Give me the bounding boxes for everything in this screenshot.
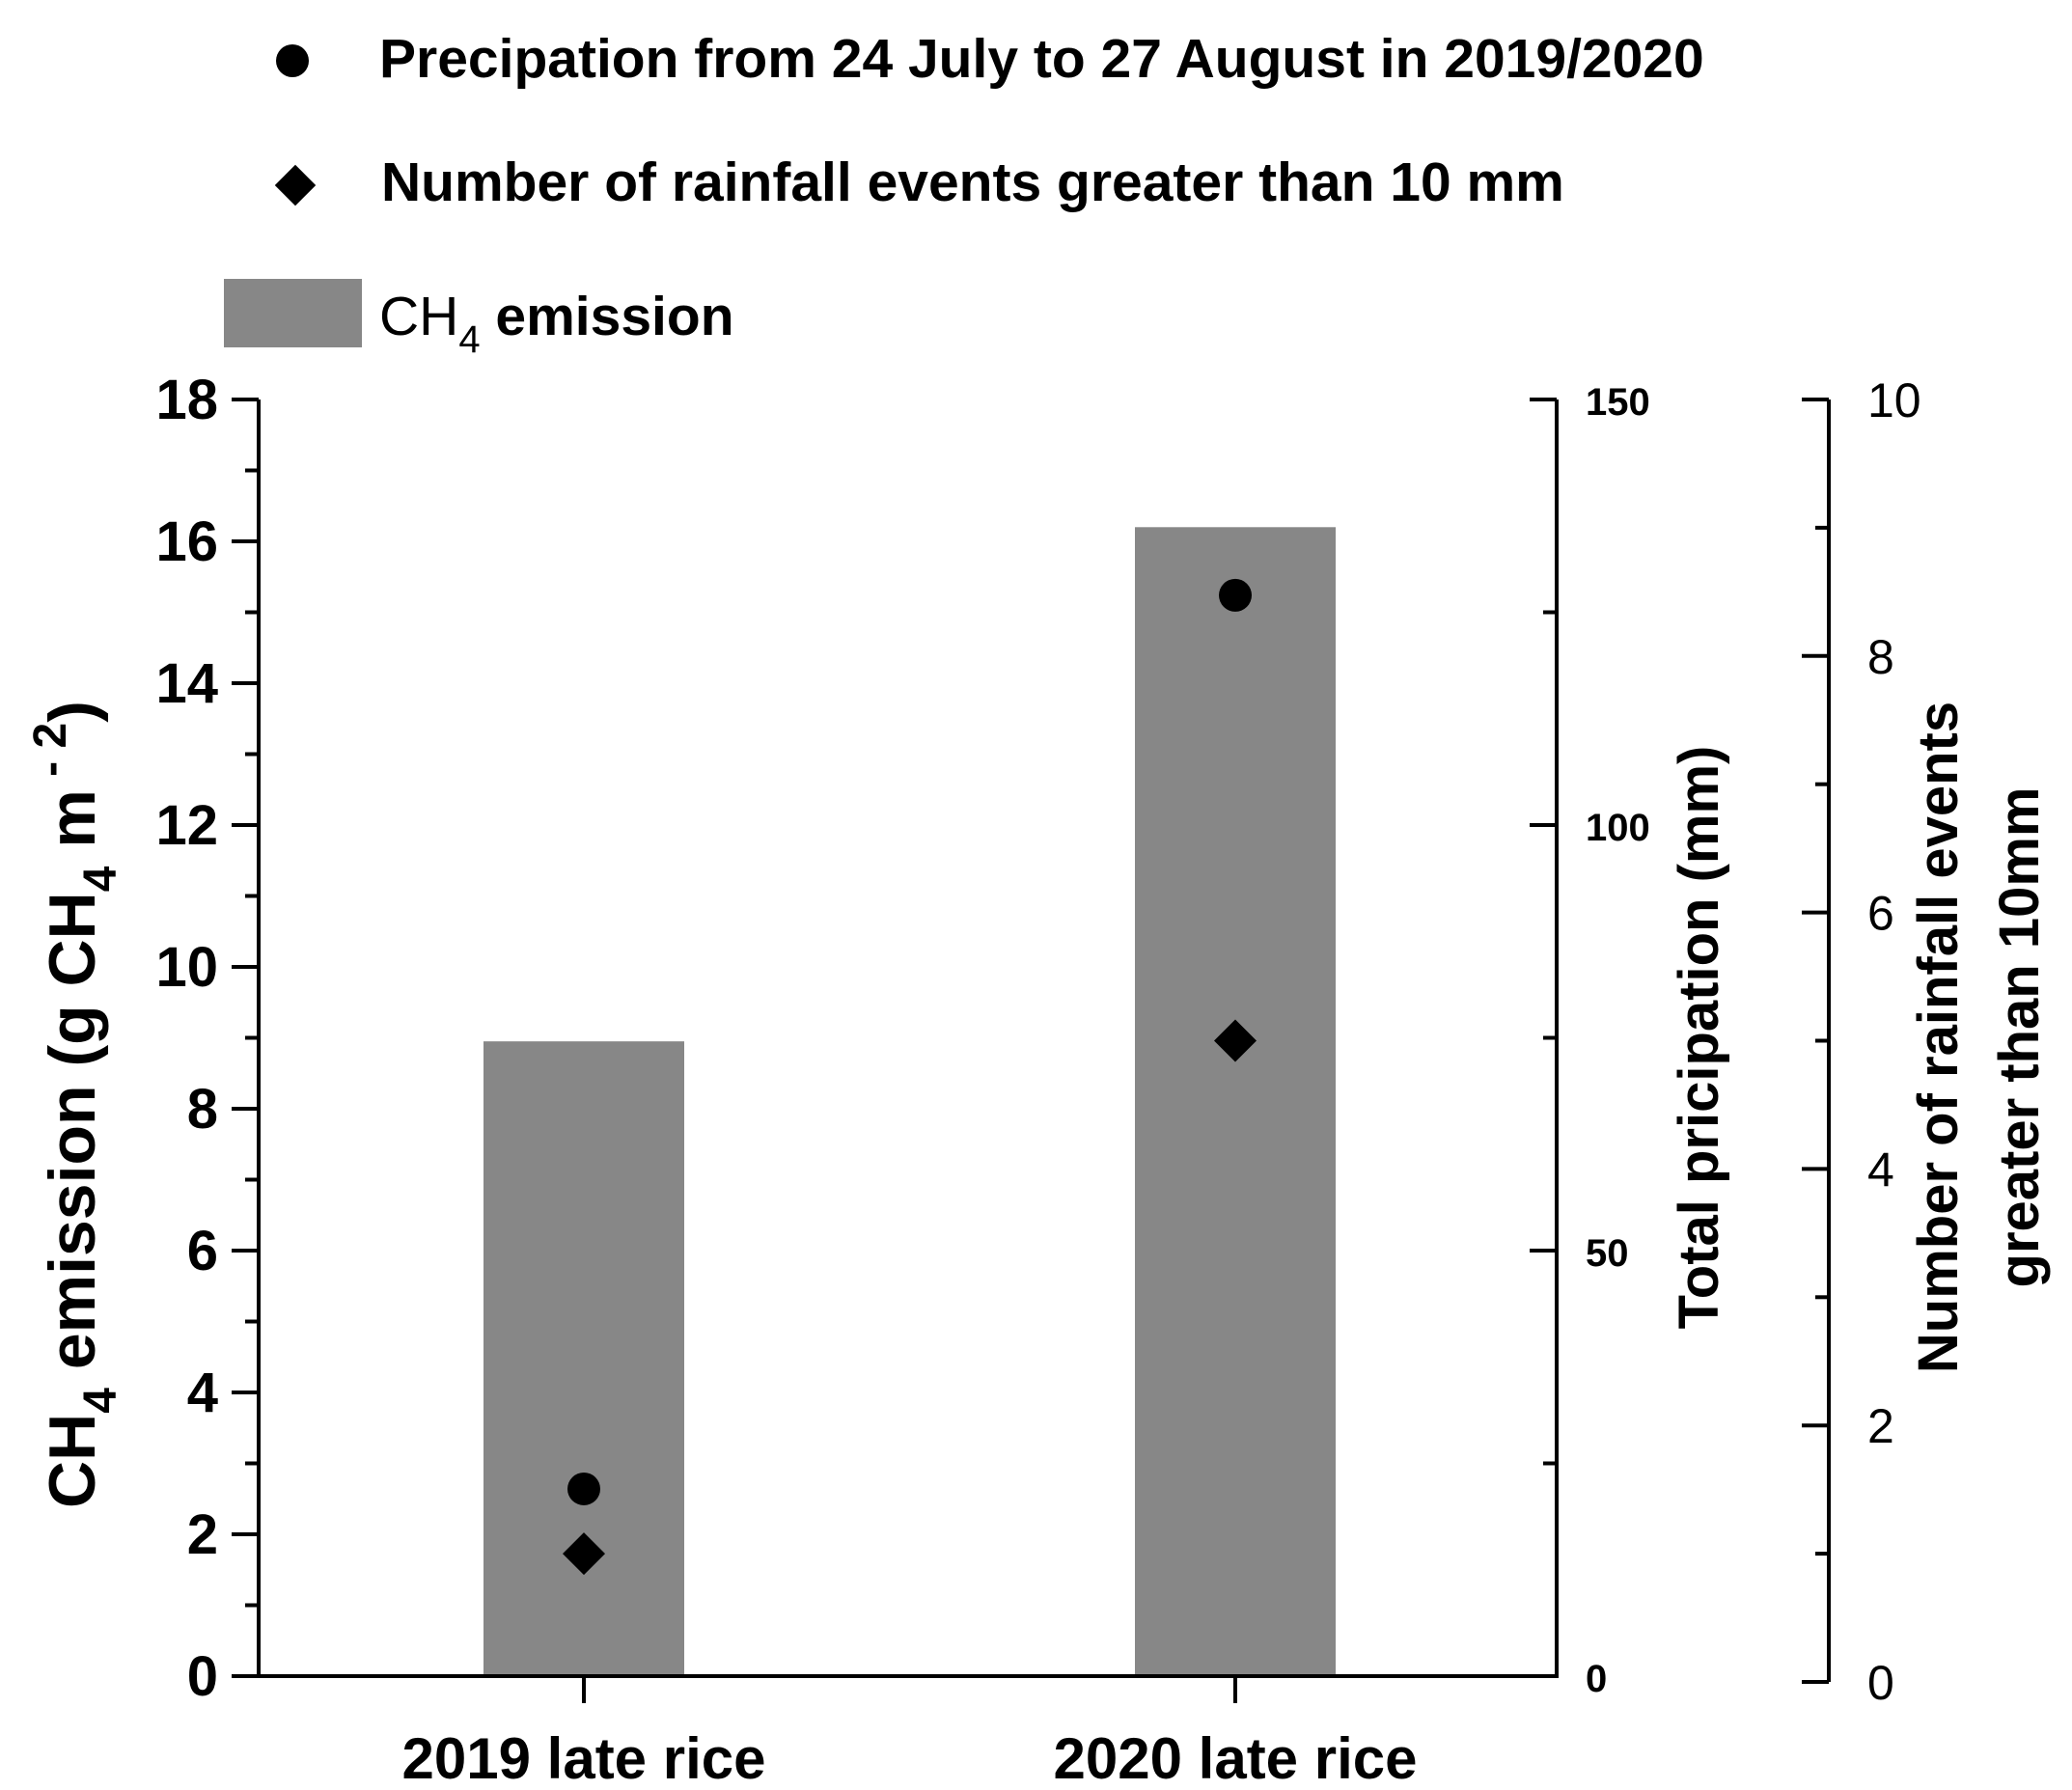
right1-tick-label: 100 [1586,807,1650,849]
legend-label-ch4: CH4 emission [379,286,734,361]
left-title-mid2: m [36,789,109,866]
left-tick-label: 6 [187,1220,218,1282]
bar-2 [1135,527,1336,1676]
left-tick-label: 14 [155,652,218,715]
legend-label-precipitation: Precipation from 24 July to 27 August in… [379,28,1704,90]
right2-tick-label: 0 [1867,1656,1894,1710]
right2-tick-label: 8 [1867,630,1894,684]
x-tick-label: 2019 late rice [402,1726,766,1790]
bars-group [483,527,1336,1676]
left-title-sup: - 2 [25,723,76,789]
points-group [563,578,1257,1576]
left-tick-label: 0 [187,1645,218,1708]
left-title-ch: CH [36,1414,109,1508]
precipitation-point-2 [1219,578,1252,612]
legend-label-rainfall-events: Number of rainfall events greater than 1… [381,151,1564,213]
bar-1 [483,1041,684,1676]
right1-tick-label: 50 [1586,1232,1629,1275]
right2-tick-label: 10 [1867,373,1921,427]
left-title-sub1: 4 [75,1388,126,1414]
precipitation-point-1 [567,1472,600,1505]
legend-diamond-marker [274,164,317,207]
left-tick-label: 4 [187,1362,218,1424]
left-tick-label: 2 [187,1503,218,1566]
right2-axis-title-line2: greater than 10mm [1988,787,2051,1288]
left-title-mid: emission (g CH [36,892,109,1388]
left-tick-label: 16 [155,510,218,573]
right1-tick-label: 150 [1586,381,1650,424]
legend-circle-marker [276,44,309,77]
legend-ch4-rest: emission [481,286,734,347]
legend-bar-swatch [224,279,362,347]
left-tick-label: 10 [155,936,218,999]
left-tick-label: 18 [155,369,218,431]
right2-tick-label: 2 [1867,1399,1894,1453]
x-tick-label: 2020 late rice [1054,1726,1418,1790]
right1-axis-title: Total pricipation (mm) [1668,746,1730,1330]
legend-ch4-main: CH [379,286,458,347]
left-axis-title: CH4 emission (g CH4 m - 2) [25,701,126,1508]
left-tick-label: 8 [187,1078,218,1141]
right2-tick-label: 6 [1867,887,1894,941]
rainfall-events-point-2 [1214,1019,1257,1062]
legend: Precipation from 24 July to 27 August in… [224,28,1704,361]
right2-tick-label: 4 [1867,1143,1894,1197]
left-title-sub2: 4 [75,866,126,892]
left-title-end: ) [36,701,109,723]
left-tick-label: 12 [155,794,218,857]
right1-tick-label: 0 [1586,1658,1607,1700]
legend-ch4-sub: 4 [458,318,480,361]
axes-group: 0 2 4 6 8 10 12 14 16 18 0 50 100 150 0 2 4 6 8 10 2019 late… [155,369,1920,1790]
right2-axis-title-line1: Number of rainfall events [1907,702,1970,1373]
rainfall-events-point-1 [563,1532,605,1576]
